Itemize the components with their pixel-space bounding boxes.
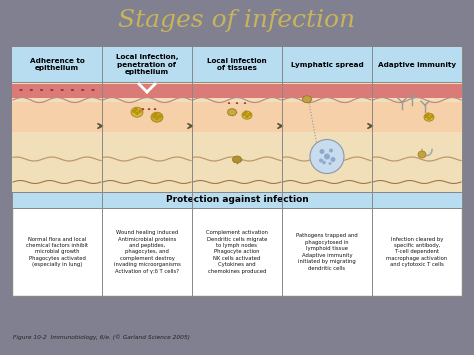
Text: Local infection
of tissues: Local infection of tissues [207,58,267,71]
Bar [282,102,372,131]
Text: Stages of infection: Stages of infection [118,9,356,32]
Circle shape [319,149,325,154]
Ellipse shape [30,89,33,91]
Circle shape [155,116,159,120]
Circle shape [424,114,428,118]
Ellipse shape [51,89,53,91]
Circle shape [152,114,156,118]
Circle shape [324,153,330,159]
Circle shape [138,109,142,113]
Text: Lymphatic spread: Lymphatic spread [291,61,364,67]
Ellipse shape [302,96,311,103]
Circle shape [328,162,331,165]
Ellipse shape [40,89,43,91]
Bar [372,47,462,82]
Bar [192,47,282,82]
Ellipse shape [424,113,434,121]
Ellipse shape [151,112,163,122]
Circle shape [310,140,344,174]
Bar [102,47,192,82]
Text: Wound healing induced
Antimicrobial proteins
and peptides,
phagocytes, and
compl: Wound healing induced Antimicrobial prot… [114,230,181,274]
Bar [12,102,102,131]
Circle shape [134,108,138,111]
Circle shape [242,113,246,116]
Circle shape [158,114,162,118]
Text: Infection cleared by
specific antibody,
T-cell dependent
macrophage activation
a: Infection cleared by specific antibody, … [386,237,447,267]
Text: Complement activation
Dendritic cells migrate
to lymph nodes
Phagocyte action
NK: Complement activation Dendritic cells mi… [206,230,268,274]
Circle shape [322,161,326,164]
Ellipse shape [142,109,144,110]
Bar [282,47,372,82]
Ellipse shape [244,103,246,104]
Bar [102,82,192,192]
Circle shape [154,113,158,116]
Circle shape [135,111,139,115]
Circle shape [427,116,431,120]
Ellipse shape [418,151,426,158]
Bar [282,84,372,98]
Ellipse shape [131,107,143,117]
Text: Local infection,
penetration of
epithelium: Local infection, penetration of epitheli… [116,54,178,75]
Text: Protection against infection: Protection against infection [165,196,309,204]
Bar [12,47,102,82]
Bar [282,82,372,192]
Circle shape [329,148,333,153]
Ellipse shape [82,89,84,91]
Ellipse shape [92,89,94,91]
Bar [12,47,462,296]
Ellipse shape [148,109,150,110]
Circle shape [248,113,252,116]
Bar [102,84,192,98]
Ellipse shape [61,89,64,91]
Bar [12,192,462,208]
Ellipse shape [154,109,156,110]
Circle shape [330,157,336,162]
Bar [372,82,462,192]
Text: Figure 10-2  Immunobiology, 6/e. (© Garland Science 2005): Figure 10-2 Immunobiology, 6/e. (© Garla… [13,334,190,340]
Circle shape [426,113,430,116]
Text: Normal flora and local
chemical factors inhibit
microbial growth
Phagocytes acti: Normal flora and local chemical factors … [26,237,88,267]
Ellipse shape [228,103,230,104]
Circle shape [319,158,323,163]
Bar [192,102,282,131]
Ellipse shape [236,103,238,104]
Ellipse shape [242,111,252,119]
Bar [192,84,282,98]
Text: Adaptive immunity: Adaptive immunity [378,61,456,67]
Ellipse shape [20,89,22,91]
Circle shape [132,109,136,113]
Circle shape [245,114,249,118]
Circle shape [430,114,434,118]
Ellipse shape [228,109,237,116]
Ellipse shape [233,156,241,163]
Bar [372,102,462,131]
Bar [192,82,282,192]
Text: Pathogens trapped and
phagocytosed in
lymphoid tissue
Adaptive immunity
initiate: Pathogens trapped and phagocytosed in ly… [296,234,358,271]
Bar [102,102,192,131]
Bar [12,84,102,98]
Bar [12,82,102,192]
Bar [372,84,462,98]
Text: Adherence to
epithelium: Adherence to epithelium [29,58,84,71]
Ellipse shape [71,89,73,91]
Circle shape [244,110,248,114]
